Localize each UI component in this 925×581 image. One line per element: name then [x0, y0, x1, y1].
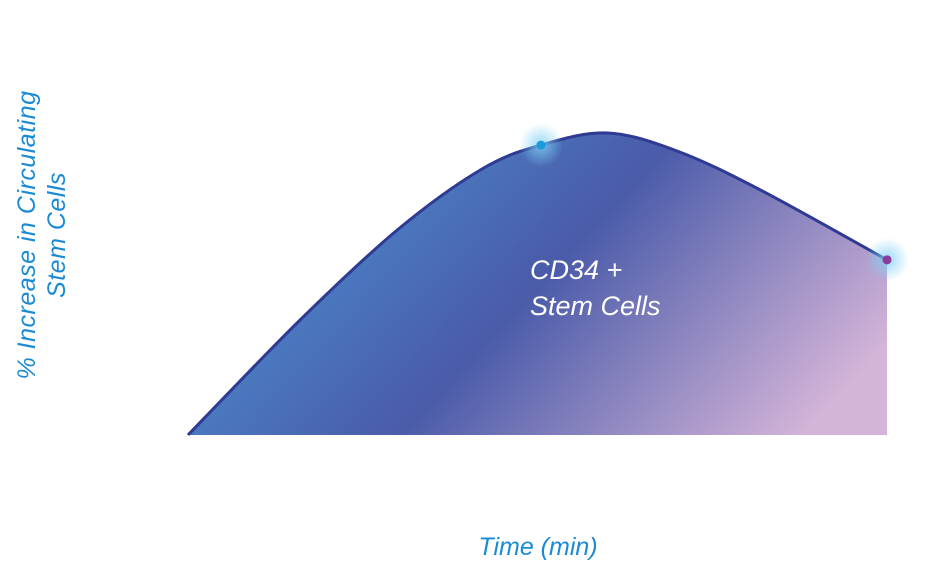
data-point-marker-1 [536, 140, 546, 150]
y-axis-label-line-1: % Increase in Circulating [13, 90, 41, 380]
area-fill [188, 132, 887, 435]
series-label-line-1: CD34 + [530, 255, 623, 285]
y-axis-label: % Increase in Circulating Stem Cells [12, 90, 72, 379]
series-label-line-2: Stem Cells [530, 291, 661, 321]
x-axis-label: Time (min) [478, 533, 598, 561]
y-axis-label-line-2: Stem Cells [43, 172, 71, 298]
data-point-marker-2 [882, 255, 892, 265]
series-label: CD34 + Stem Cells [530, 252, 661, 324]
